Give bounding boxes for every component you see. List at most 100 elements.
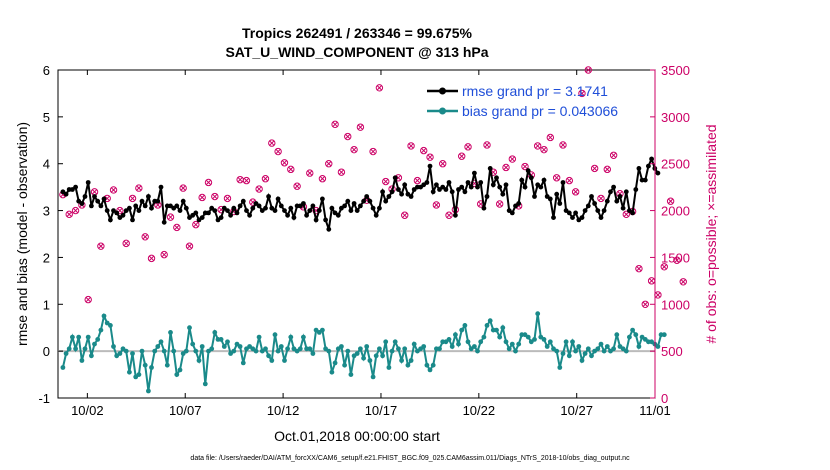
rmse-point (183, 205, 189, 211)
obs-assimilated-marker (199, 194, 205, 201)
bias-point (509, 341, 515, 347)
obs-assimilated-marker (636, 266, 642, 272)
bias-point (541, 337, 547, 342)
bias-point (604, 344, 610, 349)
obs-possible-marker (204, 178, 213, 187)
obs-assimilated-marker (73, 208, 79, 214)
rmse-point (342, 203, 347, 209)
obs-possible-marker (559, 141, 567, 149)
bias-point (611, 346, 616, 352)
rmse-point (522, 184, 528, 190)
obs-assimilated-marker (383, 178, 389, 185)
right-y-tick-label: 1000 (661, 297, 690, 312)
rmse-point (525, 168, 531, 174)
bias-point (377, 346, 382, 352)
rmse-point (481, 205, 487, 211)
obs-assimilated-marker (402, 212, 408, 218)
bias-point (130, 351, 135, 356)
bias-point (576, 344, 582, 349)
obs-possible-marker (331, 120, 339, 129)
right-y-tick-label: 3000 (661, 110, 690, 125)
obs-possible-marker (666, 197, 675, 205)
rmse-point (592, 201, 597, 206)
obs-possible-marker (502, 163, 510, 172)
y-tick-label: 4 (43, 157, 50, 172)
obs-assimilated-marker (484, 142, 490, 148)
rmse-point (126, 205, 132, 211)
rmse-point (212, 208, 218, 214)
rmse-point (345, 198, 351, 204)
bias-point (380, 353, 385, 359)
rmse-point (538, 184, 544, 190)
obs-possible-marker (590, 164, 599, 173)
bias-point (544, 344, 550, 349)
rmse-point (101, 196, 107, 202)
bias-point (272, 332, 278, 338)
rmse-point (468, 184, 474, 190)
rmse-point (218, 215, 224, 221)
bias-point (95, 337, 101, 342)
rmse-point (149, 205, 154, 211)
obs-assimilated-marker (357, 124, 363, 130)
bias-point (560, 351, 566, 356)
right-y-axis-ticks: 0 500 1000 1500 2000 2500 3000 3500 (650, 63, 690, 406)
obs-assimilated-marker (535, 143, 541, 149)
rmse-point (136, 208, 142, 214)
bias-point (636, 344, 642, 349)
bias-point (585, 346, 591, 352)
obs-possible-marker (268, 139, 276, 147)
bias-point (111, 344, 116, 349)
rmse-point (554, 191, 560, 197)
bias-point (506, 346, 512, 352)
rmse-point (582, 208, 588, 214)
bias-point (152, 348, 158, 354)
rmse-point (465, 180, 471, 185)
bias-point (437, 346, 442, 352)
rmse-point (288, 205, 294, 211)
rmse-point (320, 196, 325, 202)
rmse-point (367, 198, 373, 204)
bias-point (126, 369, 132, 375)
rmse-point (532, 194, 537, 199)
rmse-point (601, 208, 607, 214)
obs-assimilated-marker (554, 175, 560, 181)
y-tick-label: 2 (43, 250, 50, 265)
obs-possible-marker (483, 141, 491, 149)
bias-point (535, 311, 541, 317)
x-tick-label: 10/07 (169, 403, 202, 418)
obs-possible-marker (584, 66, 593, 74)
obs-assimilated-marker (275, 148, 281, 155)
obs-possible-marker (185, 242, 194, 250)
obs-assimilated-marker (110, 187, 117, 193)
obs-assimilated-marker (288, 166, 294, 172)
bias-point (209, 346, 215, 352)
rmse-point (364, 194, 370, 199)
rmse-point (494, 175, 499, 181)
rmse-point (310, 203, 316, 209)
obs-assimilated-marker (174, 224, 180, 230)
obs-assimilated-marker (446, 212, 452, 218)
obs-assimilated-marker (604, 166, 610, 172)
rmse-point (585, 203, 591, 209)
obs-possible-marker (552, 174, 561, 182)
obs-assimilated-marker (541, 147, 547, 153)
x-tick-label: 10/17 (365, 403, 398, 418)
rmse-point (256, 203, 262, 209)
rmse-point (642, 177, 648, 183)
rmse-point (630, 210, 635, 216)
bias-point (108, 323, 113, 328)
obs-assimilated-marker (566, 178, 572, 184)
obs-assimilated-marker (142, 234, 148, 240)
obs-assimilated-marker (421, 148, 427, 154)
obs-assimilated-marker (370, 148, 376, 155)
obs-possible-marker (65, 210, 73, 219)
obs-assimilated-marker (294, 183, 300, 189)
rmse-point (180, 198, 186, 204)
obs-assimilated-marker (338, 169, 344, 175)
rmse-point (301, 201, 306, 206)
rmse-point (623, 189, 629, 195)
rmse-point (383, 198, 389, 204)
rmse-point (519, 177, 525, 183)
bias-point (190, 341, 196, 347)
